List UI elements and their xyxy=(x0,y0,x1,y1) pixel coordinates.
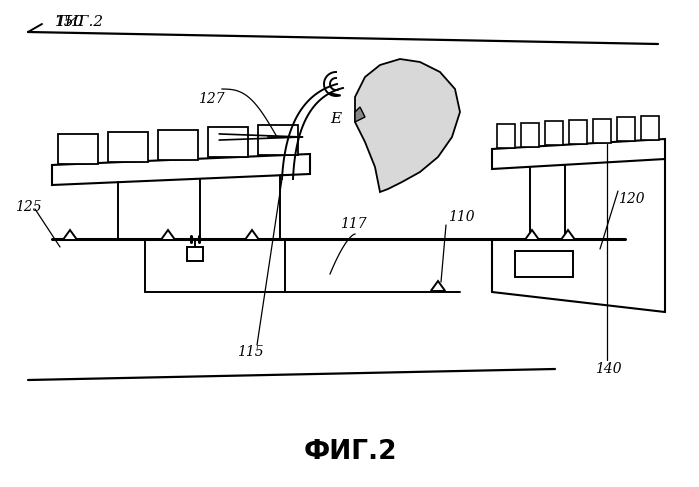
Polygon shape xyxy=(492,139,665,169)
Bar xyxy=(258,125,298,155)
Bar xyxy=(58,134,98,164)
Polygon shape xyxy=(63,230,77,240)
Text: 110: 110 xyxy=(448,210,475,224)
Text: ΤИГ.2: ΤИГ.2 xyxy=(55,15,103,29)
Polygon shape xyxy=(355,59,460,192)
Polygon shape xyxy=(431,281,445,291)
Text: ФИГ.2: ФИГ.2 xyxy=(303,439,397,465)
Text: 117: 117 xyxy=(340,217,366,231)
Bar xyxy=(521,123,539,147)
Polygon shape xyxy=(525,230,539,240)
Text: E: E xyxy=(330,112,341,126)
Text: 120: 120 xyxy=(618,192,644,206)
Bar xyxy=(569,120,587,144)
Bar xyxy=(545,121,563,146)
Bar xyxy=(641,116,659,140)
Bar xyxy=(187,247,203,261)
Bar xyxy=(617,117,635,141)
Bar xyxy=(593,119,611,143)
Text: 115: 115 xyxy=(237,345,264,359)
Bar xyxy=(108,132,148,162)
Polygon shape xyxy=(52,154,310,185)
Text: 127: 127 xyxy=(198,92,224,106)
Polygon shape xyxy=(161,230,175,240)
Text: 150: 150 xyxy=(55,15,85,29)
Polygon shape xyxy=(355,107,365,122)
Polygon shape xyxy=(245,230,259,240)
Bar xyxy=(515,251,573,277)
Text: 125: 125 xyxy=(15,200,42,214)
Bar xyxy=(497,124,515,148)
Polygon shape xyxy=(561,230,575,240)
Bar xyxy=(158,130,198,160)
Bar xyxy=(208,128,248,157)
Text: 140: 140 xyxy=(595,362,621,376)
